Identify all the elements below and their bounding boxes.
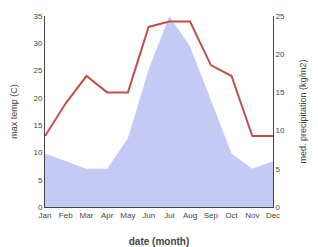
svg-text:20: 20 [276,50,285,59]
svg-text:Apr: Apr [101,211,114,220]
svg-text:0: 0 [38,203,43,212]
svg-text:25: 25 [33,66,42,75]
svg-text:25: 25 [276,12,285,21]
svg-text:15: 15 [33,121,42,130]
svg-text:Jan: Jan [39,211,52,220]
svg-text:Feb: Feb [59,211,73,220]
svg-text:5: 5 [38,176,43,185]
svg-text:Jun: Jun [142,211,155,220]
svg-text:Dec: Dec [266,211,280,220]
svg-text:10: 10 [276,126,285,135]
svg-text:May: May [120,211,135,220]
svg-text:Oct: Oct [225,211,238,220]
svg-text:20: 20 [33,94,42,103]
svg-text:35: 35 [33,12,42,21]
svg-text:10: 10 [33,148,42,157]
svg-text:Aug: Aug [183,211,197,220]
svg-text:Nov: Nov [245,211,259,220]
svg-text:15: 15 [276,88,285,97]
svg-text:30: 30 [33,39,42,48]
svg-text:Mar: Mar [80,211,94,220]
svg-text:5: 5 [276,165,281,174]
svg-text:Jul: Jul [164,211,174,220]
svg-text:Sep: Sep [204,211,219,220]
svg-text:0: 0 [276,203,281,212]
svg-text:med. precipitation (kg/m2): med. precipitation (kg/m2) [298,59,308,163]
svg-text:date (month): date (month) [129,236,190,247]
svg-text:max temp (C): max temp (C) [9,84,19,139]
